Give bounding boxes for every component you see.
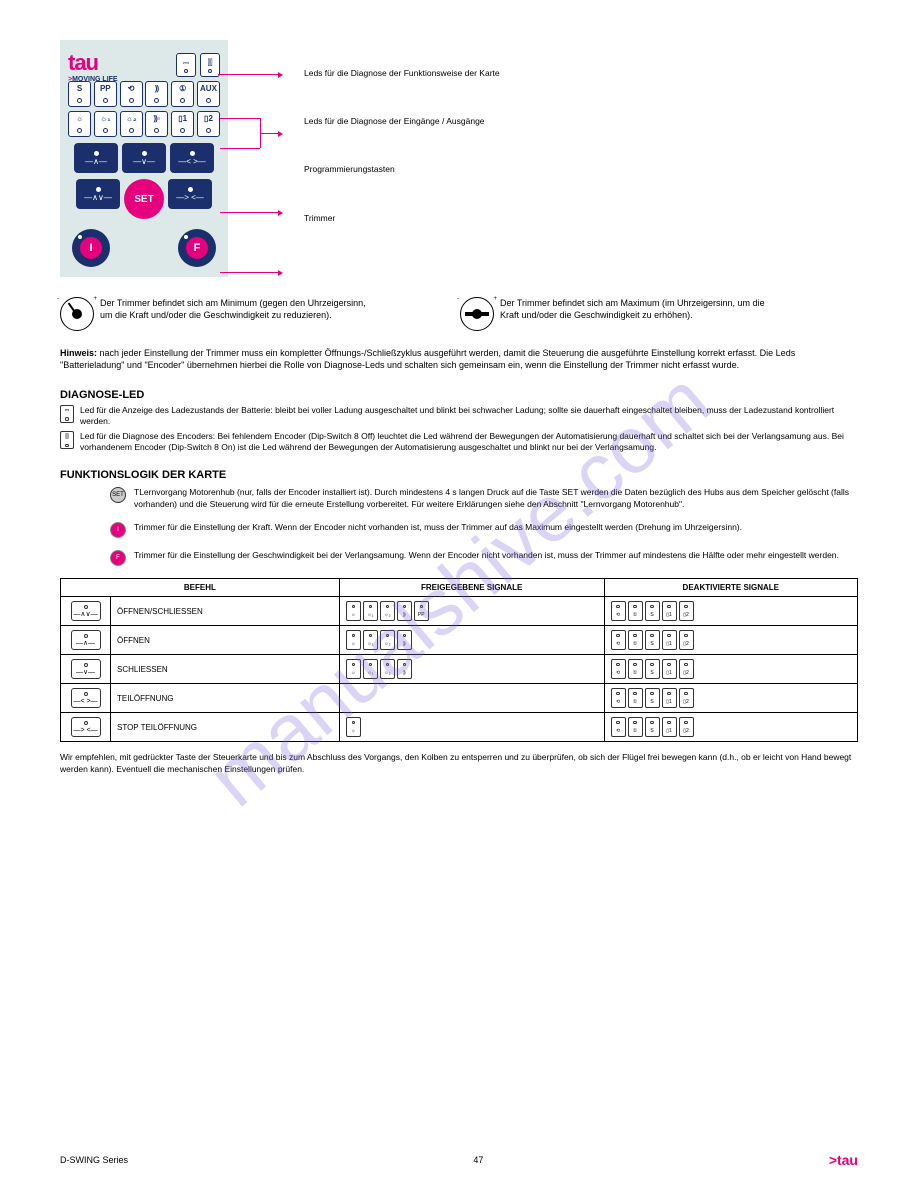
trimmer-row: I F [68, 229, 220, 267]
row-name: SCHLIESSEN [111, 655, 340, 684]
logic-title: FUNKTIONSLOGIK DER KARTE [60, 469, 858, 481]
table-row: —> <—STOP TEILÖFFNUNG☼⟲①S▯1▯2 [61, 713, 858, 742]
row-name: STOP TEILÖFFNUNG [111, 713, 340, 742]
row-name: ÖFFNEN [111, 626, 340, 655]
led-item-encoder: ⫿⫿ Led für die Diagnose des Encoders: Be… [60, 431, 858, 453]
row-disabled: ⟲①S▯1▯2 [604, 684, 857, 713]
row-disabled: ⟲①S▯1▯2 [604, 626, 857, 655]
row-button: —< >— [61, 684, 111, 713]
io-l5: ▯1 [171, 111, 194, 137]
trimmer-note: Hinweis: nach jeder Einstellung der Trim… [60, 347, 858, 371]
footnote: Wir empfehlen, mit gedrückter Taste der … [60, 752, 858, 775]
pedstop-button[interactable]: —> <— [168, 179, 212, 209]
th-befehl: BEFEHL [61, 579, 340, 597]
row-enabled [339, 684, 604, 713]
row-enabled: ☼☼₁☼₂⸩ [339, 655, 604, 684]
trimmer-section: - + Der Trimmer befindet sich am Minimum… [60, 297, 858, 371]
table-header-row: BEFEHL FREIGEGEBENE SIGNALE DEAKTIVIERTE… [61, 579, 858, 597]
led-item-battery: ⎓ Led für die Anzeige des Ladezustands d… [60, 405, 858, 427]
prog-buttons-row2: —∧∨— SET —> <— [68, 179, 220, 219]
control-panel: tau >MOVING LIFE ⎓ ⫿⫿ S PP ⟲ ⸩ ① AUX ☼ ☼… [60, 40, 228, 277]
row-disabled: ⟲①S▯1▯2 [604, 597, 857, 626]
io-cycle: ⟲ [120, 81, 143, 107]
row-button: —∧∨— [61, 597, 111, 626]
ped-button[interactable]: —< >— [170, 143, 214, 173]
logic-block: FUNKTIONSLOGIK DER KARTE SET TLernvorgan… [60, 469, 858, 775]
callout-2: Leds für die Diagnose der Eingänge / Aus… [304, 116, 500, 126]
callout-3: Programmierungstasten [304, 164, 500, 174]
battery-led-icon: ⎓ [60, 405, 74, 423]
row-enabled: ☼☼₁☼₂⸩ [339, 626, 604, 655]
logo-text: tau [68, 50, 98, 75]
io-l2: ☼₁ [94, 111, 117, 137]
trimmer-i-icon: I [110, 522, 126, 538]
trimmer-f-icon: F [110, 550, 126, 566]
trimmer-max-icon: - + [460, 297, 494, 331]
led-block: DIAGNOSE-LED ⎓ Led für die Anzeige des L… [60, 389, 858, 453]
row-button: —> <— [61, 713, 111, 742]
io-s: S [68, 81, 91, 107]
logic-i: I Trimmer für die Einstellung der Kraft.… [60, 522, 858, 538]
callout-1: Leds für die Diagnose der Funktionsweise… [304, 68, 500, 78]
table-row: —∨—SCHLIESSEN☼☼₁☼₂⸩⟲①S▯1▯2 [61, 655, 858, 684]
row-name: TEILÖFFNUNG [111, 684, 340, 713]
logic-table: BEFEHL FREIGEGEBENE SIGNALE DEAKTIVIERTE… [60, 578, 858, 742]
row-button: —∨— [61, 655, 111, 684]
logic-set: SET TLernvorgang Motorenhub (nur, falls … [60, 487, 858, 510]
footer-page: 47 [473, 1155, 483, 1165]
logic-f: F Trimmer für die Einstellung der Geschw… [60, 550, 858, 566]
led-title: DIAGNOSE-LED [60, 389, 858, 401]
set-button[interactable]: SET [124, 179, 164, 219]
footer-logo: >tau [829, 1152, 858, 1168]
row-disabled: ⟲①S▯1▯2 [604, 655, 857, 684]
table-row: —< >—TEILÖFFNUNG ⟲①S▯1▯2 [61, 684, 858, 713]
io-warn: ① [171, 81, 194, 107]
table-row: —∧∨—ÖFFNEN/SCHLIESSEN☼☼₁☼₂⸩PP⟲①S▯1▯2 [61, 597, 858, 626]
io-row-1: S PP ⟲ ⸩ ① AUX [68, 81, 220, 107]
io-aux: AUX [197, 81, 220, 107]
trimmer-min-text: Der Trimmer befindet sich am Minimum (ge… [100, 297, 380, 321]
footer-left: D-SWING Series [60, 1155, 128, 1165]
io-l4: ⸩◦ [145, 111, 168, 137]
open-button[interactable]: —∧— [74, 143, 118, 173]
trimmer-f[interactable]: F [178, 229, 216, 267]
trimmer-i[interactable]: I [72, 229, 110, 267]
encoder-icon: ⫿⫿ [200, 53, 220, 77]
set-icon: SET [110, 487, 126, 503]
io-l6: ▯2 [197, 111, 220, 137]
row-enabled: ☼☼₁☼₂⸩PP [339, 597, 604, 626]
th-enabled: FREIGEGEBENE SIGNALE [339, 579, 604, 597]
io-l1: ☼ [68, 111, 91, 137]
row-button: —∧— [61, 626, 111, 655]
page-footer: D-SWING Series 47 >tau [60, 1152, 858, 1168]
callout-labels: Leds für die Diagnose der Funktionsweise… [248, 40, 500, 261]
trimmer-min-icon: - + [60, 297, 94, 331]
th-disabled: DEAKTIVIERTE SIGNALE [604, 579, 857, 597]
trimmer-max-text: Der Trimmer befindet sich am Maximum (im… [500, 297, 780, 321]
io-pp: PP [94, 81, 117, 107]
row-disabled: ⟲①S▯1▯2 [604, 713, 857, 742]
row-enabled: ☼ [339, 713, 604, 742]
row-name: ÖFFNEN/SCHLIESSEN [111, 597, 340, 626]
panel-area: tau >MOVING LIFE ⎓ ⫿⫿ S PP ⟲ ⸩ ① AUX ☼ ☼… [60, 40, 858, 277]
openclose-button[interactable]: —∧∨— [76, 179, 120, 209]
io-row-2: ☼ ☼₁ ☼₂ ⸩◦ ▯1 ▯2 [68, 111, 220, 137]
callout-4: Trimmer [304, 213, 500, 223]
close-button[interactable]: —∨— [122, 143, 166, 173]
prog-buttons-row1: —∧— —∨— —< >— [68, 143, 220, 173]
encoder-led-icon: ⫿⫿ [60, 431, 74, 449]
battery-icon: ⎓ [176, 53, 196, 77]
io-l3: ☼₂ [120, 111, 143, 137]
io-radio: ⸩ [145, 81, 168, 107]
table-row: —∧—ÖFFNEN☼☼₁☼₂⸩⟲①S▯1▯2 [61, 626, 858, 655]
